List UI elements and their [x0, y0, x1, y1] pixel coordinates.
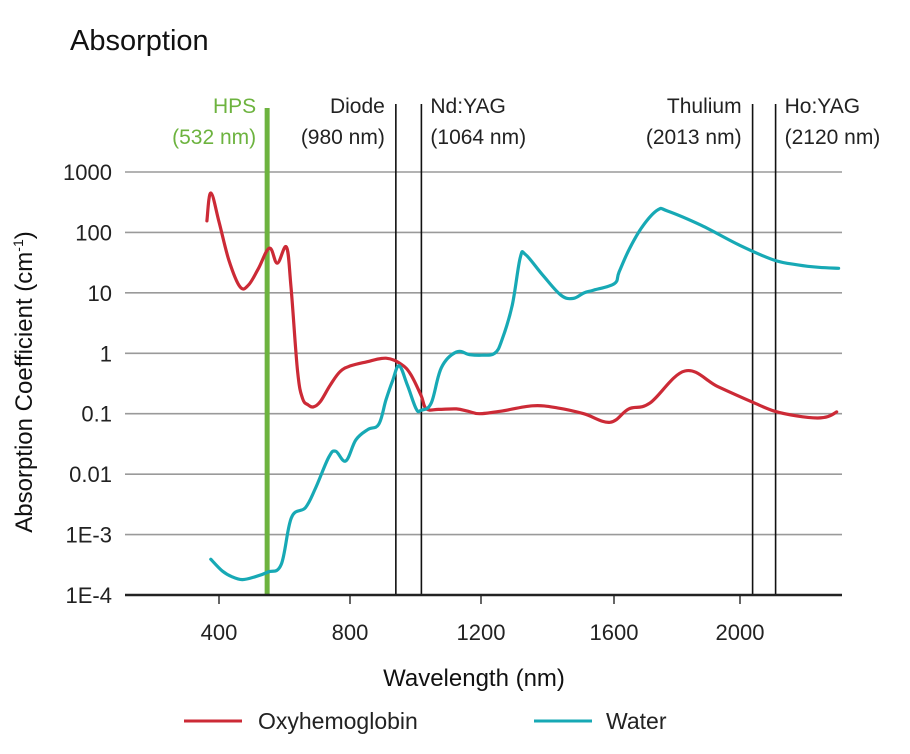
laser-name-ho-yag: Ho:YAG: [785, 95, 860, 118]
laser-name-diode: Diode: [330, 95, 385, 118]
x-tick-labels: 400 800 1200 1600 2000: [201, 595, 765, 645]
legend-item-water[interactable]: Water: [534, 708, 667, 734]
y-tick-labels: 1000 100 10 1 0.1 0.01 1E-3 1E-4: [63, 160, 112, 608]
x-tick-label: 2000: [716, 620, 765, 645]
laser-wavelength-hps: (532 nm): [172, 126, 256, 149]
legend: Oxyhemoglobin Water: [184, 708, 667, 734]
y-axis-title-superscript: -1: [10, 239, 26, 252]
x-tick-label: 1200: [457, 620, 506, 645]
laser-annotations: HPS (532 nm) Diode (980 nm) Nd:YAG (1064 nm) T…: [172, 95, 880, 595]
y-axis-title-main: Absorption Coefficient (cm: [11, 252, 38, 533]
laser-name-thulium: Thulium: [667, 95, 742, 118]
laser-wavelength-nd-yag: (1064 nm): [430, 126, 526, 149]
laser-wavelength-thulium: (2013 nm): [646, 126, 742, 149]
x-axis-title: Wavelength (nm): [383, 665, 565, 692]
y-axis-title-suffix: ): [11, 231, 38, 239]
laser-wavelength-diode: (980 nm): [301, 126, 385, 149]
y-tick-label: 10: [88, 281, 112, 306]
y-tick-label: 1: [100, 341, 112, 366]
y-tick-label: 1E-4: [66, 583, 112, 608]
legend-item-oxyhemoglobin[interactable]: Oxyhemoglobin: [184, 708, 418, 734]
y-tick-label: 0.1: [81, 402, 112, 427]
data-series: [205, 191, 841, 582]
legend-label-water: Water: [606, 708, 667, 734]
laser-name-nd-yag: Nd:YAG: [430, 95, 505, 118]
y-tick-label: 1E-3: [66, 523, 112, 548]
laser-name-hps: HPS: [213, 95, 256, 118]
x-tick-label: 800: [332, 620, 369, 645]
y-tick-label: 1000: [63, 160, 112, 185]
y-tick-label: 100: [75, 220, 112, 245]
series-line-oxyhemoglobin: [205, 191, 839, 424]
y-tick-label: 0.01: [69, 462, 112, 487]
grid-lines: [125, 171, 842, 536]
chart-title: Absorption: [70, 25, 209, 57]
legend-label-oxyhemoglobin: Oxyhemoglobin: [258, 708, 418, 734]
x-tick-label: 400: [201, 620, 238, 645]
y-axis-title: Absorption Coefficient (cm-1): [10, 231, 38, 532]
laser-wavelength-ho-yag: (2120 nm): [785, 126, 881, 149]
x-tick-label: 1600: [590, 620, 639, 645]
series-line-water: [209, 206, 841, 582]
